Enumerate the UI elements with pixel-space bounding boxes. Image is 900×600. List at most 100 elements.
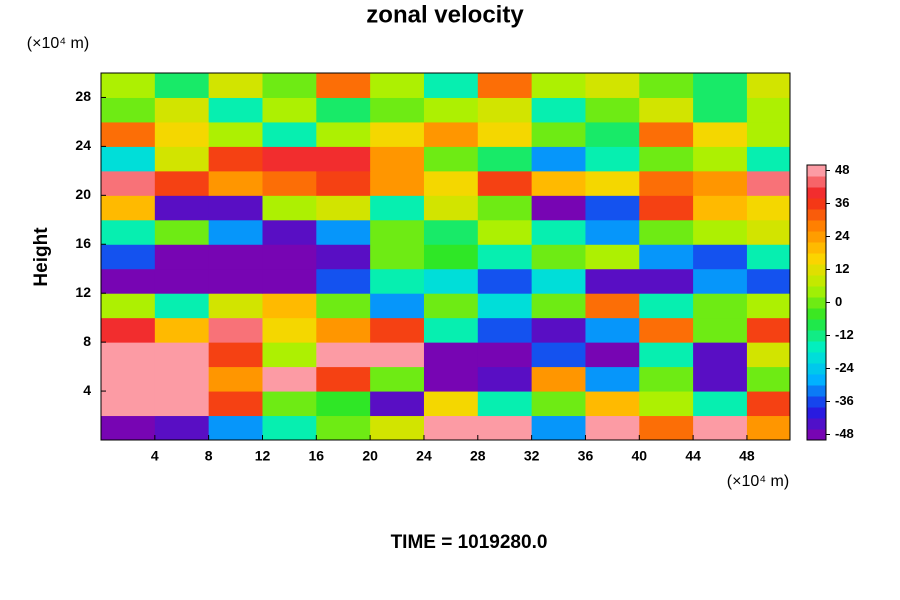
cell	[101, 170, 156, 196]
colorbar-band	[807, 341, 826, 353]
cell	[477, 170, 533, 196]
cell	[370, 195, 425, 221]
cell	[370, 268, 425, 294]
colorbar-band	[807, 253, 826, 265]
cell	[101, 317, 156, 343]
cell	[370, 219, 425, 245]
colorbar-band	[807, 385, 826, 397]
colorbar-band	[807, 198, 826, 210]
cell	[639, 342, 694, 368]
cell	[477, 268, 533, 294]
cell	[262, 342, 317, 368]
cell	[101, 366, 156, 392]
cell	[693, 244, 748, 270]
cell	[531, 366, 586, 392]
y-tick-label: 20	[75, 186, 91, 202]
cell	[639, 415, 694, 440]
cell	[370, 391, 425, 417]
colorbar-tick-label: 48	[835, 162, 849, 177]
cell	[370, 244, 425, 270]
cell	[746, 121, 790, 147]
colorbar-band	[807, 209, 826, 221]
cell	[370, 293, 425, 319]
cell	[531, 244, 586, 270]
cell	[693, 121, 748, 147]
cell	[101, 415, 156, 440]
colorbar-band	[807, 264, 826, 276]
cell	[262, 73, 317, 98]
cell	[423, 391, 479, 417]
cell	[316, 97, 371, 123]
cell	[370, 170, 425, 196]
cell	[154, 268, 210, 294]
cell	[262, 317, 317, 343]
x-tick-label: 12	[255, 448, 271, 464]
cell	[531, 317, 586, 343]
cell	[154, 146, 210, 172]
cell	[693, 317, 748, 343]
colorbar-tick-label: 12	[835, 261, 849, 276]
cell	[316, 121, 371, 147]
colorbar-band	[807, 330, 826, 342]
cell	[531, 146, 586, 172]
y-unit: (×10⁴ m)	[27, 35, 89, 52]
colorbar-band	[807, 308, 826, 320]
cell	[585, 391, 640, 417]
cell	[423, 244, 479, 270]
cell	[423, 342, 479, 368]
cell	[746, 317, 790, 343]
cell	[154, 366, 210, 392]
cell	[531, 391, 586, 417]
cell	[208, 195, 263, 221]
x-tick-label: 28	[470, 448, 486, 464]
cell	[154, 73, 210, 98]
colorbar-tick-label: 0	[835, 294, 842, 309]
colorbar-band	[807, 363, 826, 375]
colorbar-band	[807, 176, 826, 188]
cell	[316, 73, 371, 98]
cell	[693, 293, 748, 319]
cell	[477, 317, 533, 343]
cell	[208, 146, 263, 172]
x-unit: (×10⁴ m)	[727, 473, 789, 490]
cell	[208, 317, 263, 343]
cell	[423, 415, 479, 440]
cell	[423, 97, 479, 123]
cell	[154, 415, 210, 440]
cell	[208, 391, 263, 417]
y-tick-label: 4	[83, 382, 91, 398]
cell	[208, 342, 263, 368]
cell	[262, 268, 317, 294]
cell	[154, 391, 210, 417]
cell	[693, 73, 748, 98]
cell	[531, 415, 586, 440]
cell	[208, 121, 263, 147]
cell	[316, 366, 371, 392]
colorbar-band	[807, 352, 826, 364]
cell	[639, 268, 694, 294]
cell	[693, 391, 748, 417]
cell	[208, 97, 263, 123]
cell	[262, 146, 317, 172]
cell	[477, 73, 533, 98]
colorbar-tick-label: 36	[835, 195, 849, 210]
cell	[477, 293, 533, 319]
cell	[531, 293, 586, 319]
cell	[154, 170, 210, 196]
cell	[262, 293, 317, 319]
cell	[101, 391, 156, 417]
cell	[262, 195, 317, 221]
colorbar-band	[807, 275, 826, 287]
cell	[316, 317, 371, 343]
x-tick-label: 20	[362, 448, 378, 464]
x-tick-label: 32	[524, 448, 540, 464]
cell	[316, 146, 371, 172]
cell	[423, 293, 479, 319]
cell	[746, 342, 790, 368]
cell	[531, 73, 586, 98]
cell	[262, 415, 317, 440]
cell	[639, 317, 694, 343]
colorbar-band	[807, 286, 826, 298]
cell	[693, 146, 748, 172]
cell	[262, 391, 317, 417]
